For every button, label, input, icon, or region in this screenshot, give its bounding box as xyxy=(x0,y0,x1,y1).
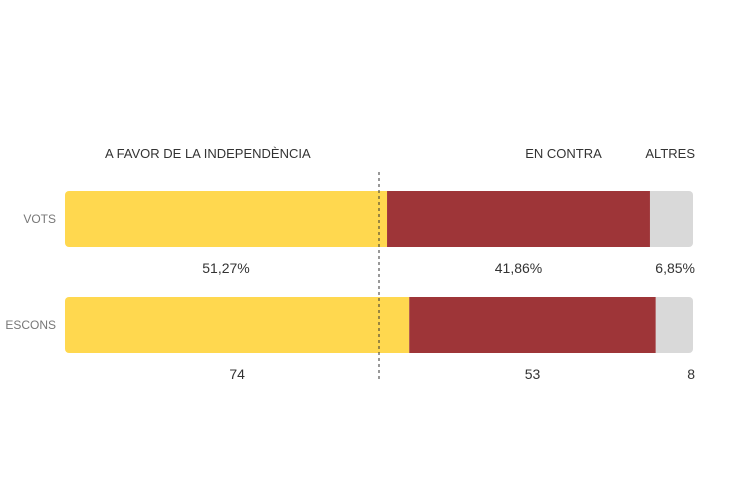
bar-segment-0 xyxy=(65,297,410,353)
bar-row-vots: VOTS 51,27% 41,86% 6,85% xyxy=(23,191,695,276)
bar-segments xyxy=(65,297,693,353)
bar-segment-2 xyxy=(655,297,693,353)
row-label: ESCONS xyxy=(5,318,56,332)
value-label-1: 53 xyxy=(525,366,541,382)
row-label: VOTS xyxy=(23,212,56,226)
value-label-2: 6,85% xyxy=(655,260,695,276)
value-label-2: 8 xyxy=(687,366,695,382)
bars-area: VOTS 51,27% 41,86% 6,85% ESCONS 74 53 8 xyxy=(5,191,695,382)
bar-segment-2 xyxy=(649,191,693,247)
value-label-1: 41,86% xyxy=(495,260,542,276)
category-headers: A FAVOR DE LA INDEPENDÈNCIA EN CONTRA ALTR… xyxy=(105,146,695,161)
bar-segment-1 xyxy=(409,297,656,353)
category-label-0: A FAVOR DE LA INDEPENDÈNCIA xyxy=(105,146,311,161)
value-label-0: 51,27% xyxy=(202,260,249,276)
value-label-0: 74 xyxy=(229,366,245,382)
bar-segment-1 xyxy=(387,191,650,247)
bar-segments xyxy=(65,191,693,247)
category-label-1: EN CONTRA xyxy=(525,146,602,161)
bar-row-escons: ESCONS 74 53 8 xyxy=(5,297,695,382)
category-label-2: ALTRES xyxy=(645,146,695,161)
bar-segment-0 xyxy=(65,191,388,247)
